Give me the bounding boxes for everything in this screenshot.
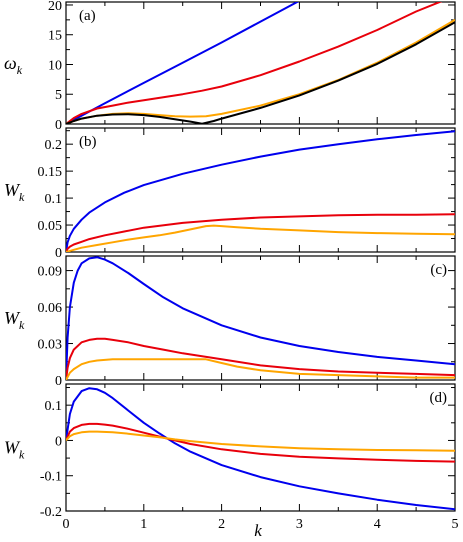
x-tick-label: 0 bbox=[63, 517, 70, 532]
x-tick-label: 1 bbox=[140, 517, 147, 532]
y-tick-label: 0 bbox=[55, 374, 62, 389]
series-line-red bbox=[66, 337, 455, 380]
panel-tag: (b) bbox=[79, 134, 97, 150]
y-tick-label: 0.03 bbox=[38, 338, 63, 353]
y-tick-label: 0 bbox=[55, 246, 62, 261]
y-tick-label: 0.1 bbox=[45, 399, 63, 414]
panel-tag: (d) bbox=[430, 390, 448, 406]
y-tick-label: 0.09 bbox=[38, 265, 63, 280]
panel-tag: (a) bbox=[79, 8, 96, 24]
y-tick-label: 0 bbox=[55, 434, 62, 449]
y-tick-label: 0.05 bbox=[38, 219, 63, 234]
series-line-orange bbox=[66, 224, 455, 252]
y-tick-label: 5 bbox=[55, 88, 62, 103]
y-tick-label: 0 bbox=[55, 118, 62, 133]
series-line-blue bbox=[66, 387, 455, 511]
series-line-black bbox=[66, 21, 455, 124]
panel-frame bbox=[65, 255, 456, 381]
x-axis-label: k bbox=[254, 521, 262, 540]
series-line-orange bbox=[66, 430, 455, 452]
y-tick-label: 0.2 bbox=[45, 138, 63, 153]
series-line-blue bbox=[66, 130, 455, 252]
panel-d: -0.2 -0.1 0 0.1 0 1 2 3 4 5 (d) Wk bbox=[4, 383, 459, 532]
series-line-red bbox=[66, 2, 443, 124]
panel-tag: (c) bbox=[430, 262, 447, 278]
y-tick-label: 15 bbox=[48, 29, 62, 44]
y-axis-label: ωk bbox=[4, 53, 23, 77]
y-axis-label: Wk bbox=[4, 180, 25, 204]
x-tick-label: 4 bbox=[374, 517, 381, 532]
panel-c: 0 0.03 0.06 0.09 (c) Wk bbox=[4, 255, 456, 389]
series-line-red bbox=[66, 422, 455, 463]
panel-b: 0 0.05 0.1 0.15 0.2 (b) Wk bbox=[4, 127, 456, 261]
y-tick-label: 0.1 bbox=[45, 192, 63, 207]
y-tick-label: 0.15 bbox=[38, 165, 63, 180]
series-line-blue bbox=[66, 256, 455, 380]
y-tick-label: 0.06 bbox=[38, 301, 63, 316]
y-axis-label: Wk bbox=[4, 308, 25, 332]
x-tick-label: 3 bbox=[296, 517, 303, 532]
y-tick-label: 20 bbox=[48, 0, 62, 14]
panel-a: 0 5 10 15 20 (a) ωk bbox=[4, 0, 456, 133]
y-tick-label: -0.1 bbox=[40, 470, 62, 485]
x-tick-label: 2 bbox=[218, 517, 225, 532]
panel-frame bbox=[65, 383, 456, 512]
x-tick-label: 5 bbox=[452, 517, 459, 532]
series-line-orange bbox=[66, 358, 455, 380]
series-line-red bbox=[66, 213, 455, 252]
y-axis-label: Wk bbox=[4, 438, 25, 462]
y-tick-label: 10 bbox=[48, 58, 62, 73]
series-line-blue bbox=[66, 2, 300, 124]
y-tick-label: -0.2 bbox=[40, 505, 62, 520]
